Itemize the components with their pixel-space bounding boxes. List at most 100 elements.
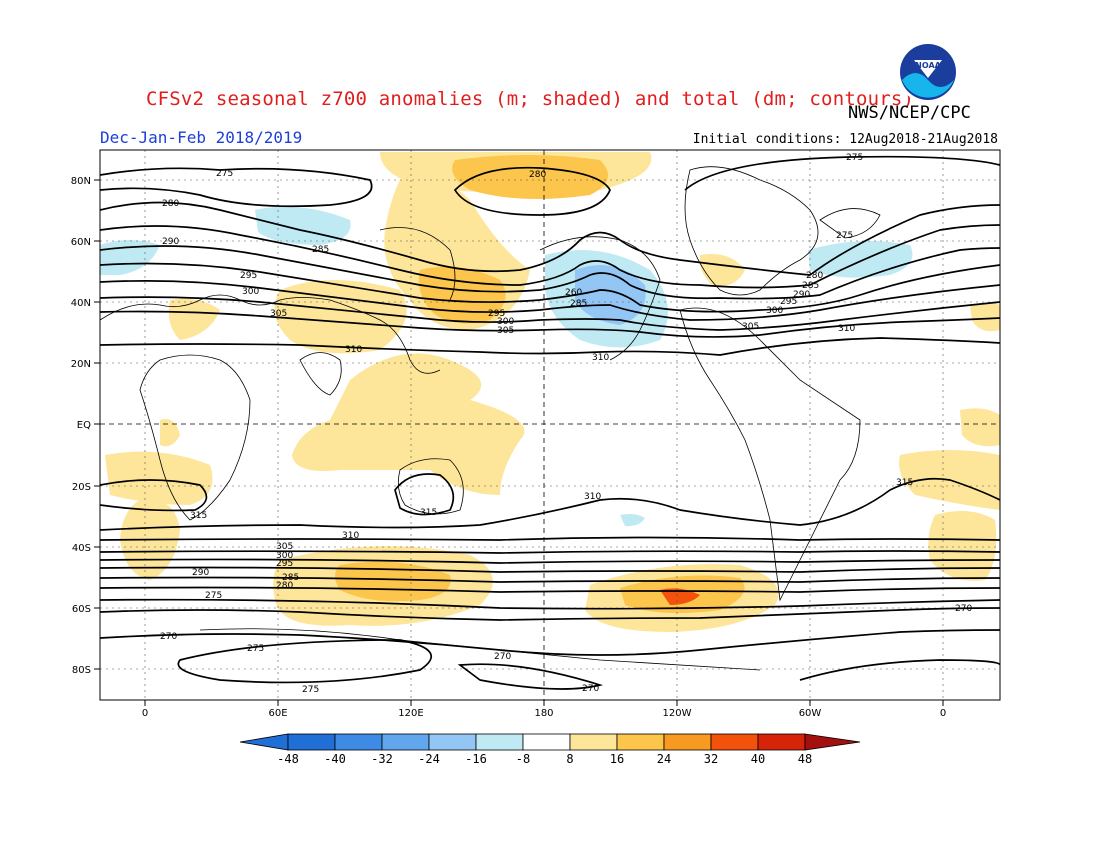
- map-title: CFSv2 seasonal z700 anomalies (m; shaded…: [146, 88, 915, 110]
- contour-label: 280: [529, 170, 546, 180]
- contour-label: 310: [345, 345, 362, 355]
- map-frame: [99, 149, 1001, 701]
- lat-label: 40N: [71, 298, 91, 309]
- latitude-labels: 80N 60N 40N 20N EQ 20S 40S 60S 80S: [71, 176, 91, 676]
- contour-label: 300: [766, 306, 783, 316]
- colorbar-swatch: [663, 733, 712, 751]
- contour-label: 315: [420, 508, 437, 518]
- latitude-axis: [94, 179, 100, 670]
- lat-label: EQ: [77, 420, 91, 431]
- colorbar: [239, 733, 861, 751]
- contour-labels: 275 280 285 290 295 300 305 310 315 310 …: [160, 153, 972, 695]
- lon-label: 60E: [268, 708, 287, 719]
- contour-label: 285: [282, 573, 299, 583]
- lon-label: 0: [940, 708, 946, 719]
- contour-label: 305: [497, 326, 514, 336]
- contour-label: 285: [570, 299, 587, 309]
- contour-label: 295: [488, 309, 505, 319]
- colorbar-tick: -32: [371, 752, 393, 766]
- contour-label: 275: [216, 169, 233, 179]
- longitude-labels: 0 60E 120E 180 120W 60W 0: [142, 708, 946, 719]
- contour-label: 310: [592, 353, 609, 363]
- contour-label: 280: [276, 581, 293, 591]
- contour-label: 275: [846, 153, 863, 163]
- lon-label: 60W: [799, 708, 822, 719]
- contour-label: 290: [162, 237, 179, 247]
- contour-label: 270: [582, 684, 599, 694]
- colorbar-swatch: [334, 733, 383, 751]
- agency-label: NWS/NCEP/CPC: [848, 103, 971, 123]
- contour-label: 315: [896, 478, 913, 488]
- lon-label: 180: [534, 708, 553, 719]
- colorbar-tick: -24: [418, 752, 440, 766]
- coastlines: [100, 166, 881, 671]
- contour-label: 290: [793, 290, 810, 300]
- colorbar-swatch: [522, 733, 571, 751]
- contour-label: 270: [494, 652, 511, 662]
- colorbar-tick: 8: [566, 752, 573, 766]
- contour-label: 260: [565, 288, 582, 298]
- contour-label: 275: [836, 231, 853, 241]
- colorbar-tick: -16: [465, 752, 487, 766]
- contour-label: 270: [160, 632, 177, 642]
- contour-label: 295: [780, 297, 797, 307]
- lat-label: 20S: [72, 482, 91, 493]
- colorbar-tick: 48: [798, 752, 812, 766]
- colorbar-high-arrow: [804, 733, 861, 751]
- contour-label: 305: [742, 322, 759, 332]
- noaa-logo-icon: NOAA: [897, 41, 959, 103]
- colorbar-swatch: [710, 733, 759, 751]
- contour-label: 270: [955, 604, 972, 614]
- lat-label: 60S: [72, 604, 91, 615]
- colorbar-tick: -8: [516, 752, 530, 766]
- colorbar-swatch: [569, 733, 618, 751]
- svg-text:NOAA: NOAA: [915, 61, 941, 70]
- lat-label: 40S: [72, 543, 91, 554]
- contour-label: 290: [192, 568, 209, 578]
- reference-lines: [100, 150, 1000, 700]
- contour-label: 280: [806, 271, 823, 281]
- colorbar-tick: -48: [277, 752, 299, 766]
- contour-label: 275: [302, 685, 319, 695]
- contour-label: 295: [276, 559, 293, 569]
- contour-label: 280: [162, 199, 179, 209]
- contour-label: 300: [276, 551, 293, 561]
- lat-label: 20N: [71, 359, 91, 370]
- colorbar-swatch: [616, 733, 665, 751]
- lon-label: 120W: [663, 708, 692, 719]
- colorbar-swatch: [381, 733, 430, 751]
- colorbar-labels: -48 -40 -32 -24 -16 -8 8 16 24 32 40 48: [277, 752, 812, 766]
- contour-label: 275: [205, 591, 222, 601]
- season-label: Dec-Jan-Feb 2018/2019: [100, 128, 303, 147]
- contour-label: 300: [497, 317, 514, 327]
- longitude-axis: [144, 700, 944, 706]
- contour-label: 315: [190, 511, 207, 521]
- colorbar-low-arrow: [239, 733, 289, 751]
- contour-label: 285: [312, 245, 329, 255]
- contour-label: 310: [342, 531, 359, 541]
- lat-lon-grid: [100, 150, 1000, 700]
- contour-label: 285: [802, 281, 819, 291]
- colorbar-tick: 24: [657, 752, 671, 766]
- contour-label: 275: [247, 644, 264, 654]
- contour-label: 310: [838, 324, 855, 334]
- colorbar-swatch: [428, 733, 477, 751]
- colorbar-tick: 32: [704, 752, 718, 766]
- lat-label: 60N: [71, 237, 91, 248]
- colorbar-swatch: [757, 733, 806, 751]
- initial-conditions-label: Initial conditions: 12Aug2018-21Aug2018: [692, 132, 998, 147]
- lat-label: 80N: [71, 176, 91, 187]
- colorbar-tick: -40: [324, 752, 346, 766]
- colorbar-tick: 40: [751, 752, 765, 766]
- contour-label: 300: [242, 287, 259, 297]
- height-contours: [100, 155, 1000, 690]
- contour-label: 310: [584, 492, 601, 502]
- contour-label: 305: [276, 542, 293, 552]
- lat-label: 80S: [72, 665, 91, 676]
- lon-label: 120E: [398, 708, 423, 719]
- anomaly-shading: [100, 152, 1000, 632]
- colorbar-tick: 16: [610, 752, 624, 766]
- colorbar-swatch: [287, 733, 336, 751]
- colorbar-swatch: [475, 733, 524, 751]
